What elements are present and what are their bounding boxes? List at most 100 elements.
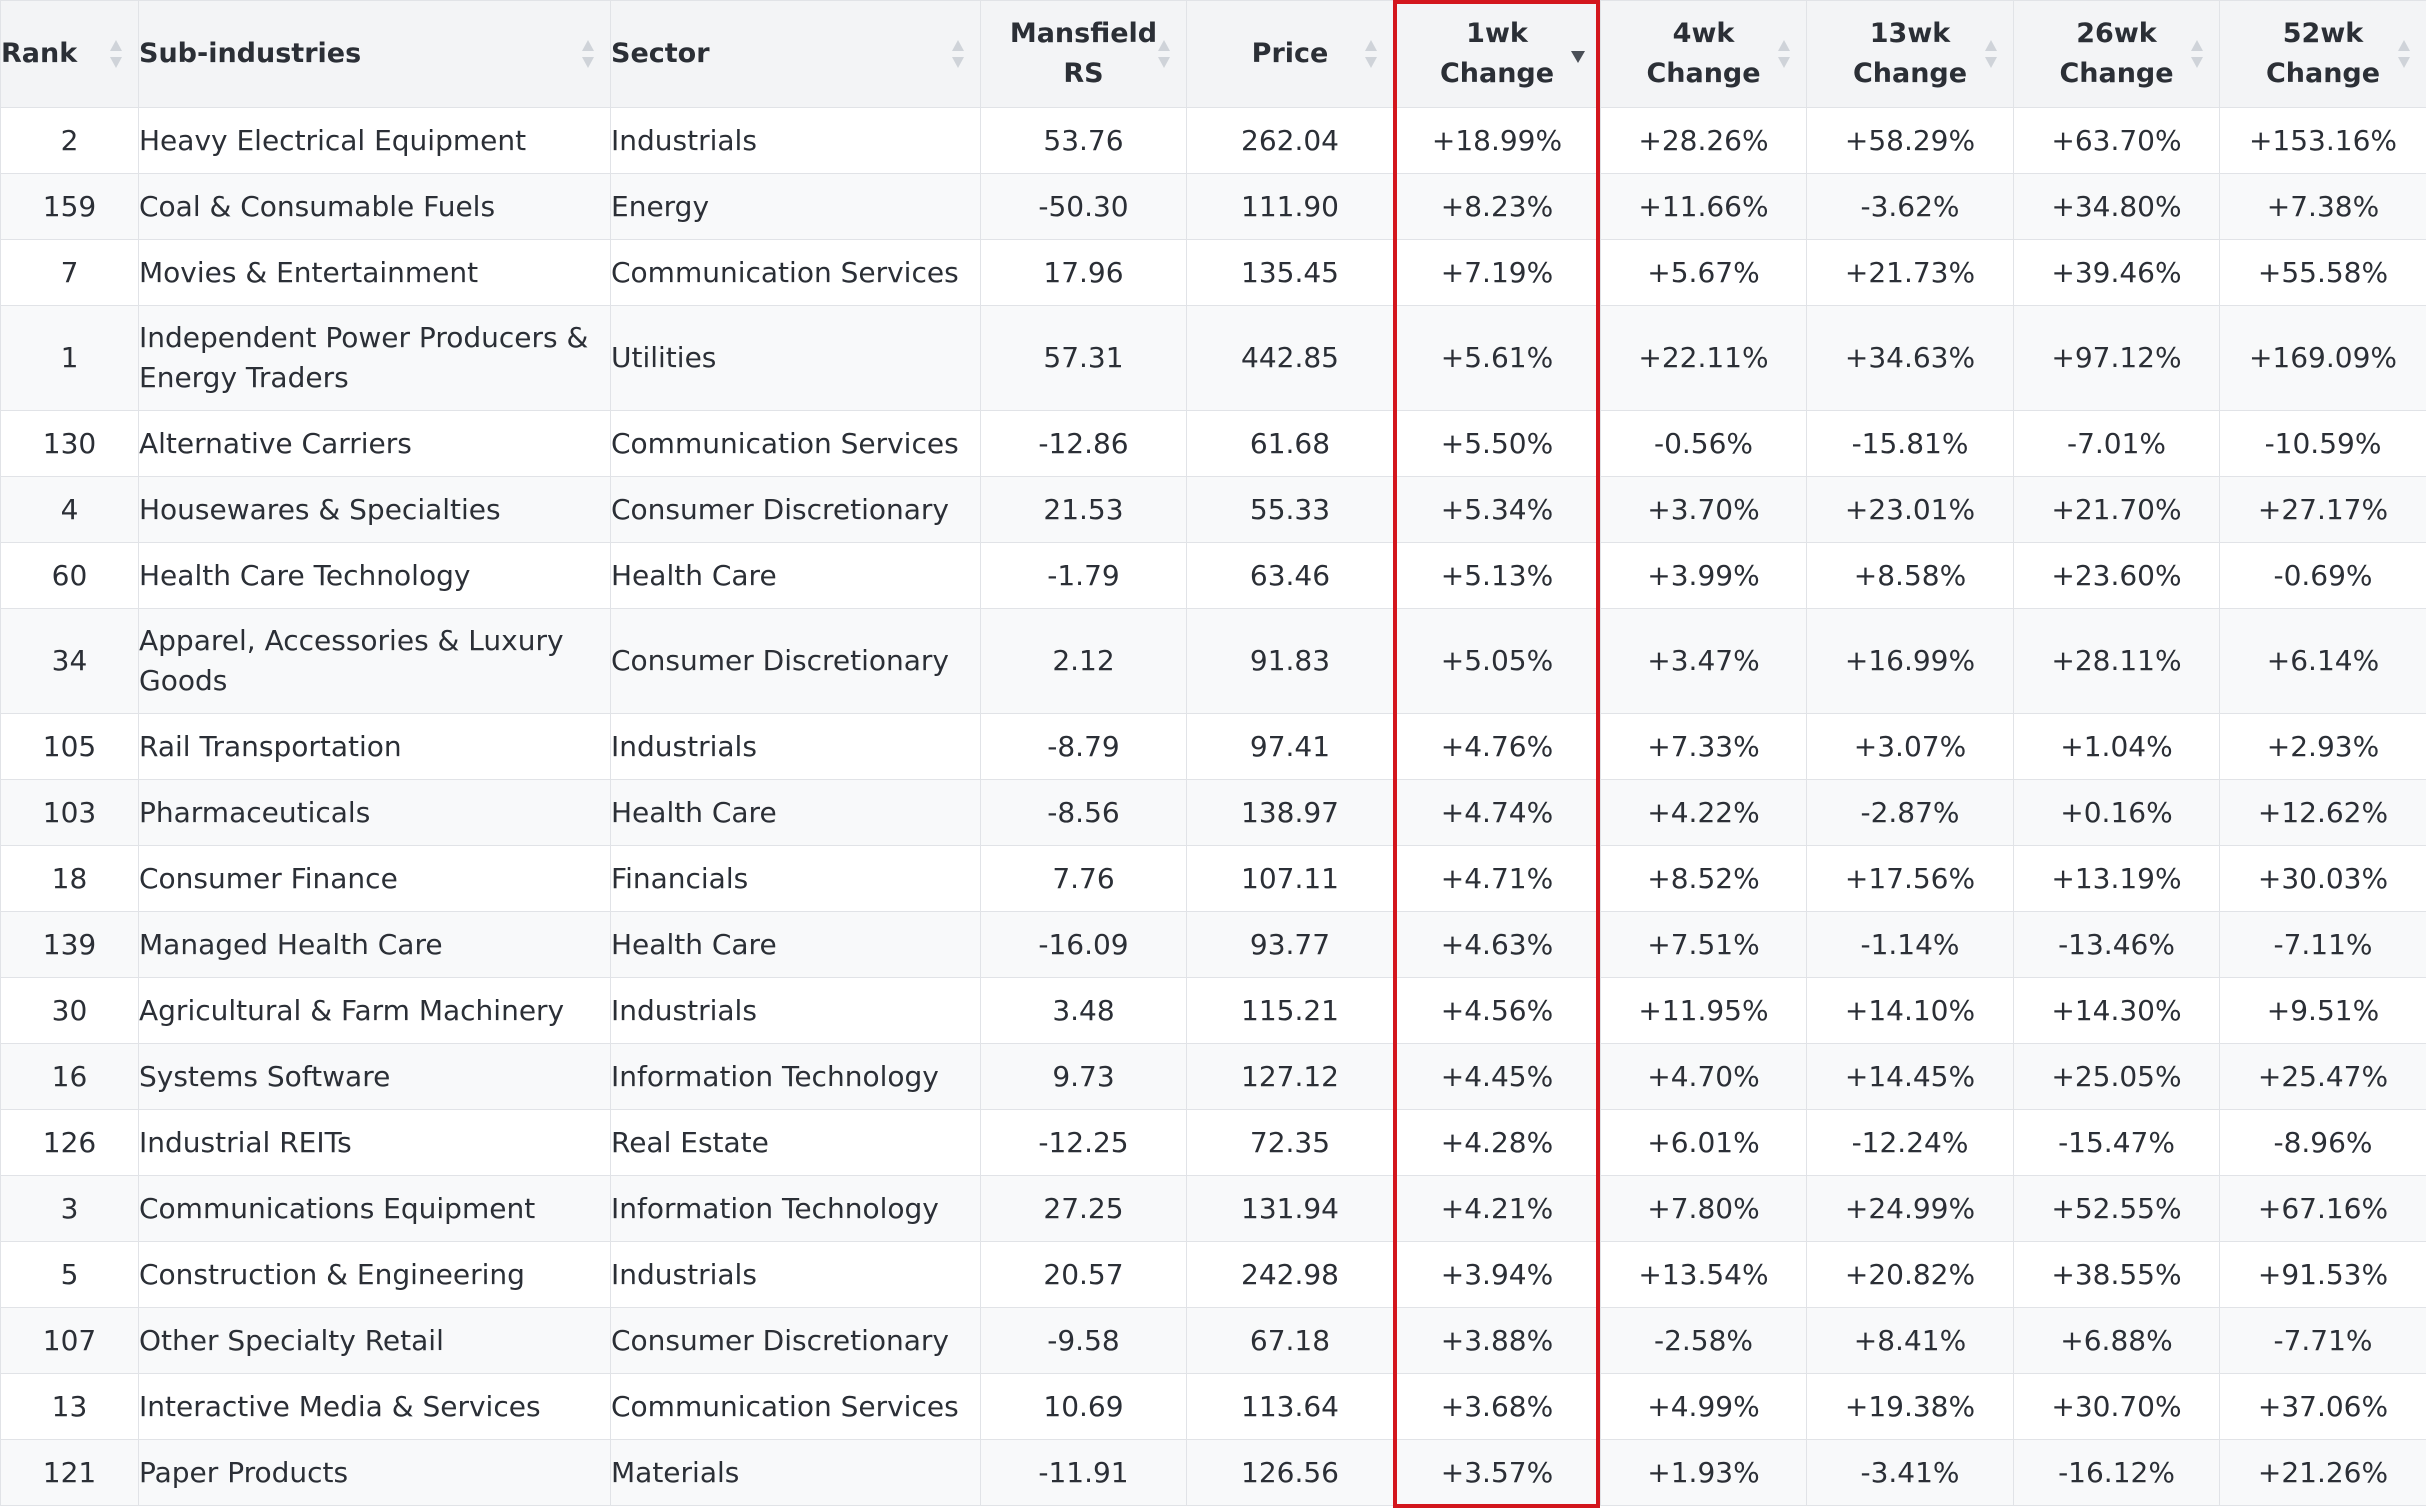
cell-sub-industry: Movies & Entertainment bbox=[138, 239, 611, 306]
table-row[interactable]: 13 Interactive Media & Services Communicat… bbox=[0, 1373, 2426, 1440]
cell-sector: Consumer Discretionary bbox=[610, 1307, 981, 1374]
cell-mansfield-rs: 7.76 bbox=[980, 845, 1187, 912]
cell-1wk-change: +5.13% bbox=[1393, 542, 1601, 609]
column-header-rank[interactable]: Rank bbox=[0, 0, 139, 108]
cell-sector: Health Care bbox=[610, 911, 981, 978]
cell-mansfield-rs: 27.25 bbox=[980, 1175, 1187, 1242]
cell-26wk-change: +6.88% bbox=[2013, 1307, 2220, 1374]
column-header-52wk-change[interactable]: 52wk Change bbox=[2219, 0, 2426, 108]
cell-sector: Real Estate bbox=[610, 1109, 981, 1176]
cell-sector: Information Technology bbox=[610, 1043, 981, 1110]
cell-rank: 30 bbox=[0, 977, 139, 1044]
column-header-26wk-change[interactable]: 26wk Change bbox=[2013, 0, 2220, 108]
table-row[interactable]: 130 Alternative Carriers Communication Ser… bbox=[0, 410, 2426, 477]
column-header-line: 1wk bbox=[1466, 18, 1528, 49]
cell-sector: Industrials bbox=[610, 977, 981, 1044]
column-header-line: Change bbox=[1439, 58, 1555, 89]
table-row[interactable]: 126 Industrial REITs Real Estate -12.25 72.3… bbox=[0, 1109, 2426, 1176]
cell-1wk-change: +5.50% bbox=[1393, 410, 1601, 477]
cell-rank: 16 bbox=[0, 1043, 139, 1110]
cell-1wk-change: +3.57% bbox=[1393, 1439, 1601, 1506]
cell-rank: 1 bbox=[0, 305, 139, 411]
cell-sector: Energy bbox=[610, 173, 981, 240]
cell-52wk-change: +6.14% bbox=[2219, 608, 2426, 714]
cell-26wk-change: +34.80% bbox=[2013, 173, 2220, 240]
cell-sector: Materials bbox=[610, 1439, 981, 1506]
cell-sector: Health Care bbox=[610, 779, 981, 846]
sort-arrows-icon bbox=[950, 37, 966, 71]
cell-4wk-change: +6.01% bbox=[1600, 1109, 1807, 1176]
cell-26wk-change: +25.05% bbox=[2013, 1043, 2220, 1110]
table-row[interactable]: 105 Rail Transportation Industrials -8.79 97… bbox=[0, 713, 2426, 780]
cell-sector: Communication Services bbox=[610, 410, 981, 477]
cell-13wk-change: +34.63% bbox=[1806, 305, 2014, 411]
cell-rank: 60 bbox=[0, 542, 139, 609]
table-row[interactable]: 121 Paper Products Materials -11.91 126.56 +3… bbox=[0, 1439, 2426, 1506]
cell-sector: Communication Services bbox=[610, 1373, 981, 1440]
column-header-price[interactable]: Price bbox=[1186, 0, 1394, 108]
cell-rank: 18 bbox=[0, 845, 139, 912]
column-header-13wk-change[interactable]: 13wk Change bbox=[1806, 0, 2014, 108]
table-row[interactable]: 34 Apparel, Accessories & Luxury Goods Con… bbox=[0, 608, 2426, 714]
cell-rank: 107 bbox=[0, 1307, 139, 1374]
cell-13wk-change: +58.29% bbox=[1806, 107, 2014, 174]
table-row[interactable]: 4 Housewares & Specialties Consumer Discre… bbox=[0, 476, 2426, 543]
cell-sector: Consumer Discretionary bbox=[610, 476, 981, 543]
cell-13wk-change: -15.81% bbox=[1806, 410, 2014, 477]
table-row[interactable]: 107 Other Specialty Retail Consumer Discre… bbox=[0, 1307, 2426, 1374]
cell-sector: Industrials bbox=[610, 713, 981, 780]
column-header-line: 13wk bbox=[1869, 18, 1951, 49]
cell-52wk-change: +91.53% bbox=[2219, 1241, 2426, 1308]
table-row[interactable]: 159 Coal & Consumable Fuels Energy -50.30 11… bbox=[0, 173, 2426, 240]
cell-1wk-change: +4.74% bbox=[1393, 779, 1601, 846]
cell-13wk-change: +24.99% bbox=[1806, 1175, 2014, 1242]
table-row[interactable]: 30 Agricultural & Farm Machinery Industria… bbox=[0, 977, 2426, 1044]
cell-mansfield-rs: 20.57 bbox=[980, 1241, 1187, 1308]
table-row[interactable]: 3 Communications Equipment Information Tec… bbox=[0, 1175, 2426, 1242]
cell-sub-industry: Interactive Media & Services bbox=[138, 1373, 611, 1440]
cell-price: 97.41 bbox=[1186, 713, 1394, 780]
cell-price: 126.56 bbox=[1186, 1439, 1394, 1506]
cell-1wk-change: +8.23% bbox=[1393, 173, 1601, 240]
cell-26wk-change: +38.55% bbox=[2013, 1241, 2220, 1308]
cell-sub-industry: Independent Power Producers & Energy Tra… bbox=[138, 305, 611, 411]
cell-sector: Financials bbox=[610, 845, 981, 912]
cell-rank: 130 bbox=[0, 410, 139, 477]
table-row[interactable]: 16 Systems Software Information Technology… bbox=[0, 1043, 2426, 1110]
table-row[interactable]: 1 Independent Power Producers & Energy Tr… bbox=[0, 305, 2426, 411]
cell-rank: 159 bbox=[0, 173, 139, 240]
cell-sub-industry: Coal & Consumable Fuels bbox=[138, 173, 611, 240]
column-header-mansfield-rs[interactable]: Mansfield RS bbox=[980, 0, 1187, 108]
cell-1wk-change: +3.68% bbox=[1393, 1373, 1601, 1440]
cell-26wk-change: +13.19% bbox=[2013, 845, 2220, 912]
cell-4wk-change: +7.33% bbox=[1600, 713, 1807, 780]
cell-1wk-change: +5.05% bbox=[1393, 608, 1601, 714]
column-header-line: Change bbox=[2265, 58, 2381, 89]
table-row[interactable]: 2 Heavy Electrical Equipment Industrials 53… bbox=[0, 107, 2426, 174]
table-row[interactable]: 5 Construction & Engineering Industrials 20… bbox=[0, 1241, 2426, 1308]
table-row[interactable]: 139 Managed Health Care Health Care -16.09 9… bbox=[0, 911, 2426, 978]
column-header-sector[interactable]: Sector bbox=[610, 0, 981, 108]
cell-4wk-change: -2.58% bbox=[1600, 1307, 1807, 1374]
cell-13wk-change: +8.41% bbox=[1806, 1307, 2014, 1374]
cell-52wk-change: -0.69% bbox=[2219, 542, 2426, 609]
cell-13wk-change: -3.41% bbox=[1806, 1439, 2014, 1506]
cell-4wk-change: +11.95% bbox=[1600, 977, 1807, 1044]
table-row[interactable]: 103 Pharmaceuticals Health Care -8.56 138.97… bbox=[0, 779, 2426, 846]
cell-4wk-change: +4.70% bbox=[1600, 1043, 1807, 1110]
cell-rank: 126 bbox=[0, 1109, 139, 1176]
table-row[interactable]: 60 Health Care Technology Health Care -1.79… bbox=[0, 542, 2426, 609]
column-header-4wk-change[interactable]: 4wk Change bbox=[1600, 0, 1807, 108]
cell-rank: 5 bbox=[0, 1241, 139, 1308]
cell-mansfield-rs: -16.09 bbox=[980, 911, 1187, 978]
cell-mansfield-rs: -50.30 bbox=[980, 173, 1187, 240]
column-header-sub-industries[interactable]: Sub-industries bbox=[138, 0, 611, 108]
cell-4wk-change: +11.66% bbox=[1600, 173, 1807, 240]
cell-13wk-change: -3.62% bbox=[1806, 173, 2014, 240]
cell-26wk-change: +14.30% bbox=[2013, 977, 2220, 1044]
column-header-1wk-change[interactable]: 1wk Change bbox=[1393, 0, 1601, 108]
cell-52wk-change: +67.16% bbox=[2219, 1175, 2426, 1242]
cell-1wk-change: +18.99% bbox=[1393, 107, 1601, 174]
table-row[interactable]: 18 Consumer Finance Financials 7.76 107.11 +4… bbox=[0, 845, 2426, 912]
table-row[interactable]: 7 Movies & Entertainment Communication Ser… bbox=[0, 239, 2426, 306]
